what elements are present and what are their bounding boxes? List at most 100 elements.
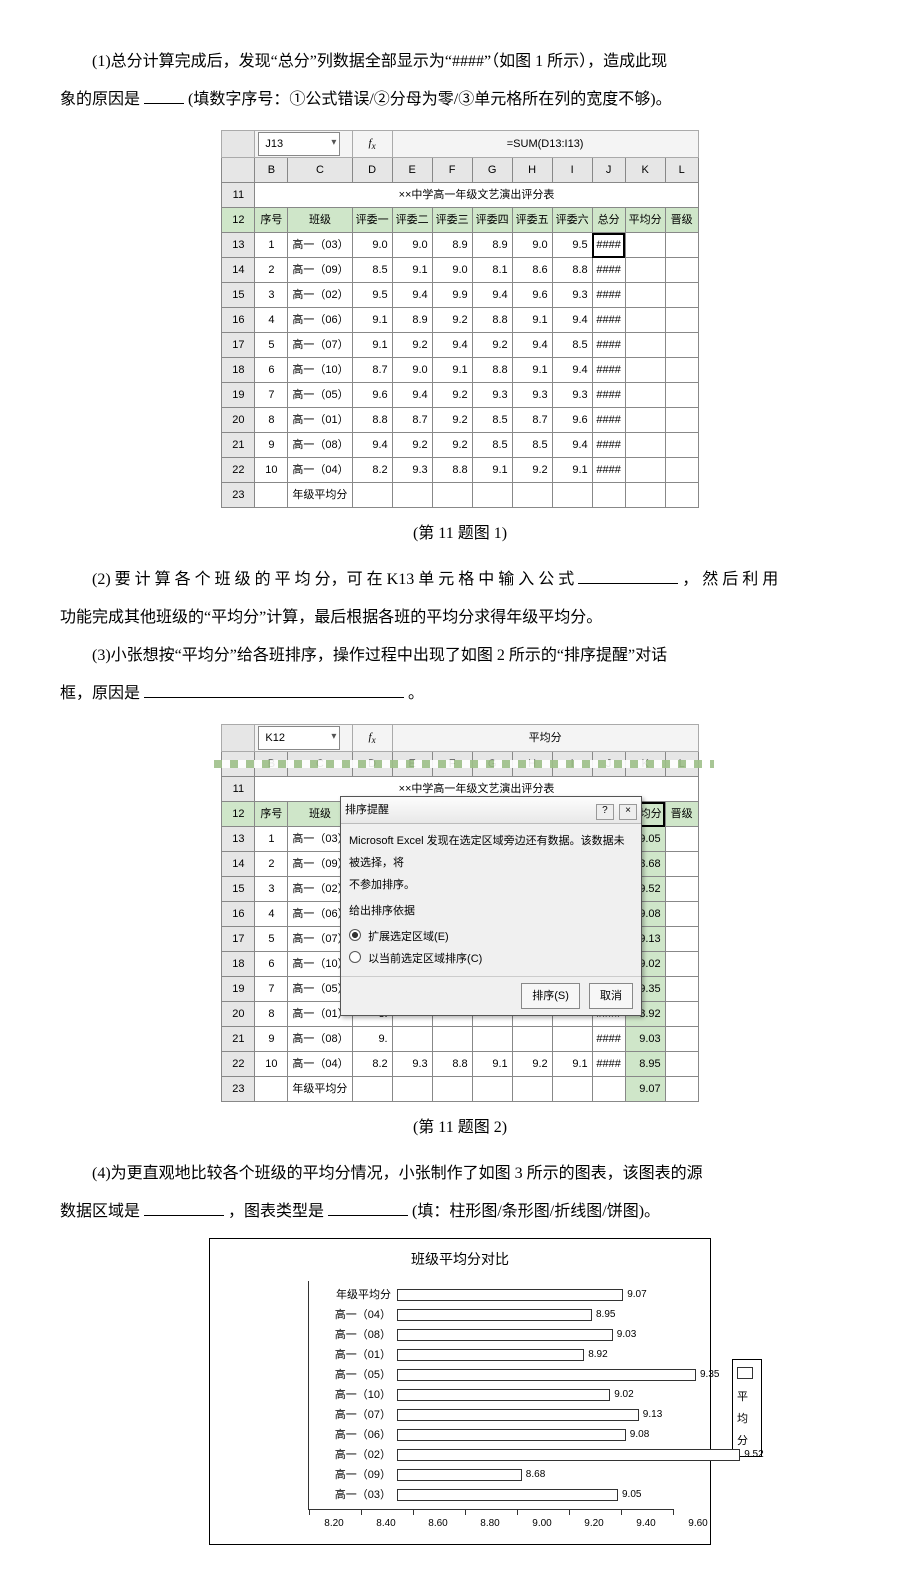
formula-bar[interactable]: 平均分 — [392, 725, 698, 752]
cell[interactable]: 8.5 — [472, 433, 512, 458]
row-header[interactable]: 12 — [222, 208, 255, 233]
cell[interactable]: 8.5 — [552, 333, 592, 358]
cell[interactable]: 高一（05） — [288, 383, 352, 408]
cell-total[interactable]: #### — [592, 258, 625, 283]
cell[interactable]: 8.8 — [432, 458, 472, 483]
cell-total[interactable]: #### — [592, 233, 625, 258]
cell-avg[interactable] — [625, 258, 665, 283]
cell[interactable]: 8.8 — [352, 408, 392, 433]
cell[interactable]: 9.4 — [552, 433, 592, 458]
cell[interactable]: 9.3 — [392, 458, 432, 483]
row-header[interactable]: 21 — [222, 433, 255, 458]
row-header[interactable]: 18 — [222, 952, 255, 977]
cell[interactable]: 1 — [255, 233, 288, 258]
cell[interactable]: 3 — [255, 283, 288, 308]
cell[interactable] — [665, 1052, 698, 1077]
cell[interactable]: 9.2 — [432, 383, 472, 408]
cell[interactable]: 9.4 — [352, 433, 392, 458]
cell-avg[interactable] — [625, 383, 665, 408]
cell[interactable]: 9 — [255, 433, 288, 458]
cell[interactable]: 高一（02） — [288, 283, 352, 308]
cell-total[interactable]: #### — [592, 1027, 625, 1052]
cell[interactable]: 高一（08） — [288, 1027, 352, 1052]
cell[interactable] — [665, 877, 698, 902]
help-icon[interactable]: ? — [596, 804, 614, 820]
col-header[interactable]: D — [352, 158, 392, 183]
cell[interactable]: 8.8 — [472, 358, 512, 383]
row-header[interactable]: 16 — [222, 902, 255, 927]
radio-expand-selection[interactable]: 扩展选定区域(E) — [349, 926, 633, 948]
row-header[interactable]: 18 — [222, 358, 255, 383]
cell[interactable] — [665, 433, 698, 458]
cell[interactable]: 8.9 — [432, 233, 472, 258]
row-header[interactable]: 16 — [222, 308, 255, 333]
row-header[interactable]: 11 — [222, 183, 255, 208]
cell[interactable]: 8.8 — [472, 308, 512, 333]
cell-avg[interactable] — [625, 408, 665, 433]
cell[interactable]: 9.0 — [352, 233, 392, 258]
cell-avg[interactable]: 9.03 — [625, 1027, 665, 1052]
cell[interactable]: 3 — [255, 877, 288, 902]
cell[interactable]: 9.1 — [472, 1052, 512, 1077]
cell[interactable]: 9.1 — [512, 358, 552, 383]
row-header[interactable]: 20 — [222, 408, 255, 433]
cell[interactable]: 9.6 — [512, 283, 552, 308]
cell[interactable]: 8.7 — [392, 408, 432, 433]
cell[interactable]: 9.1 — [512, 308, 552, 333]
cell[interactable]: 9 — [255, 1027, 288, 1052]
cell[interactable]: 6 — [255, 358, 288, 383]
cell[interactable]: 8.2 — [352, 458, 392, 483]
cell[interactable]: 2 — [255, 258, 288, 283]
cell[interactable] — [665, 458, 698, 483]
cell-total[interactable]: #### — [592, 383, 625, 408]
cell[interactable]: 9.2 — [512, 458, 552, 483]
cell[interactable]: 高一（08） — [288, 433, 352, 458]
row-header[interactable]: 22 — [222, 1052, 255, 1077]
row-header[interactable]: 19 — [222, 383, 255, 408]
cell[interactable]: 9.4 — [552, 358, 592, 383]
cell[interactable] — [665, 852, 698, 877]
cell[interactable]: 8.9 — [472, 233, 512, 258]
col-header[interactable]: J — [592, 158, 625, 183]
cell[interactable]: 9.0 — [432, 258, 472, 283]
cell-total[interactable]: #### — [592, 458, 625, 483]
cell[interactable]: 9.3 — [512, 383, 552, 408]
cell[interactable]: 5 — [255, 333, 288, 358]
cell[interactable]: 高一（10） — [288, 358, 352, 383]
cell[interactable]: 9.2 — [392, 333, 432, 358]
cell[interactable]: 高一（06） — [288, 308, 352, 333]
row-header[interactable]: 17 — [222, 333, 255, 358]
cell[interactable]: 9.4 — [392, 283, 432, 308]
cell[interactable]: 8.5 — [512, 433, 552, 458]
cell[interactable]: 2 — [255, 852, 288, 877]
cell[interactable] — [665, 333, 698, 358]
cell-avg[interactable]: 8.95 — [625, 1052, 665, 1077]
cell[interactable]: 9.6 — [352, 383, 392, 408]
cell-avg[interactable] — [625, 358, 665, 383]
cell[interactable] — [665, 1027, 698, 1052]
cell[interactable]: 6 — [255, 952, 288, 977]
cell[interactable]: 9.3 — [552, 283, 592, 308]
cell[interactable]: 9.1 — [352, 333, 392, 358]
col-header[interactable]: L — [665, 158, 698, 183]
col-header[interactable]: H — [512, 158, 552, 183]
cell[interactable]: 9.2 — [392, 433, 432, 458]
cell[interactable]: 9.1 — [432, 358, 472, 383]
row-header[interactable]: 23 — [222, 483, 255, 508]
cell[interactable]: 8.7 — [352, 358, 392, 383]
cell[interactable]: 8 — [255, 1002, 288, 1027]
row-header[interactable]: 23 — [222, 1077, 255, 1102]
cell[interactable] — [665, 358, 698, 383]
cell[interactable]: 9.2 — [432, 408, 472, 433]
cell[interactable]: 7 — [255, 977, 288, 1002]
row-header[interactable]: 13 — [222, 233, 255, 258]
row-header[interactable]: 14 — [222, 258, 255, 283]
cell[interactable]: 9.0 — [392, 358, 432, 383]
cell[interactable]: 4 — [255, 902, 288, 927]
col-header[interactable]: I — [552, 158, 592, 183]
col-header[interactable]: E — [392, 158, 432, 183]
row-header[interactable]: 21 — [222, 1027, 255, 1052]
cell-total[interactable]: #### — [592, 408, 625, 433]
row-header[interactable]: 20 — [222, 1002, 255, 1027]
cell-total[interactable]: #### — [592, 433, 625, 458]
